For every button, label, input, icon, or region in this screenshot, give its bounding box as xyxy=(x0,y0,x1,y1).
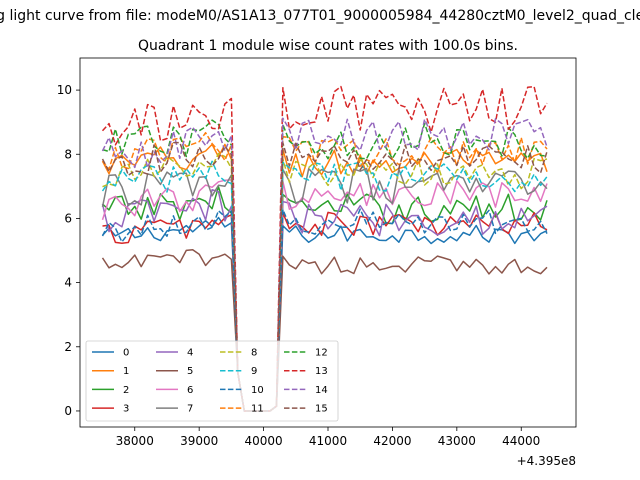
series-line-5 xyxy=(101,248,548,412)
chart-title: Quadrant 1 module wise count rates with … xyxy=(138,38,518,54)
x-tick-label: 40000 xyxy=(244,434,282,448)
x-tick-label: 39000 xyxy=(180,434,218,448)
series-line-0 xyxy=(101,216,548,412)
series-line-13 xyxy=(101,85,548,412)
y-tick-label: 6 xyxy=(64,211,72,225)
x-tick-label: 44000 xyxy=(502,434,540,448)
legend-label-2: 2 xyxy=(123,385,129,396)
y-axis: 0 2 4 6 8 10 xyxy=(57,83,80,418)
legend-label-3: 3 xyxy=(123,404,129,415)
figure-suptitle: Plotting light curve from file: modeM0/A… xyxy=(0,8,640,24)
series-line-2 xyxy=(101,186,548,412)
legend-label-10: 10 xyxy=(251,385,264,396)
y-tick-label: 0 xyxy=(64,404,72,418)
legend-label-7: 7 xyxy=(187,404,193,415)
series-line-15 xyxy=(101,141,548,412)
legend-label-6: 6 xyxy=(187,385,193,396)
series-line-10 xyxy=(101,208,548,412)
legend-label-0: 0 xyxy=(123,348,129,359)
legend-label-11: 11 xyxy=(251,404,264,415)
series-line-8 xyxy=(102,152,548,412)
legend-label-13: 13 xyxy=(315,366,328,377)
legend-frame xyxy=(85,340,339,422)
legend-label-12: 12 xyxy=(315,348,328,359)
legend-label-4: 4 xyxy=(187,348,193,359)
x-tick-label: 43000 xyxy=(438,434,476,448)
legend-label-9: 9 xyxy=(251,366,257,377)
legend-label-15: 15 xyxy=(315,404,328,415)
x-axis: 38000 39000 40000 41000 42000 43000 44000 xyxy=(116,427,540,448)
x-tick-label: 41000 xyxy=(309,434,347,448)
plot-series xyxy=(101,85,548,412)
legend-label-8: 8 xyxy=(251,348,257,359)
series-line-1 xyxy=(101,143,548,412)
series-line-6 xyxy=(101,179,548,412)
x-axis-offset-label: +4.395e8 xyxy=(517,454,576,468)
y-tick-label: 2 xyxy=(64,340,72,354)
y-tick-label: 10 xyxy=(57,83,72,97)
series-line-9 xyxy=(101,160,548,412)
series-line-7 xyxy=(101,167,548,412)
y-tick-label: 8 xyxy=(64,147,72,161)
legend-label-14: 14 xyxy=(315,385,328,396)
series-line-14 xyxy=(101,117,548,412)
y-tick-label: 4 xyxy=(64,276,72,290)
legend-label-1: 1 xyxy=(123,366,129,377)
x-tick-label: 38000 xyxy=(116,434,154,448)
series-line-12 xyxy=(102,119,548,412)
x-tick-label: 42000 xyxy=(373,434,411,448)
legend-label-5: 5 xyxy=(187,366,193,377)
